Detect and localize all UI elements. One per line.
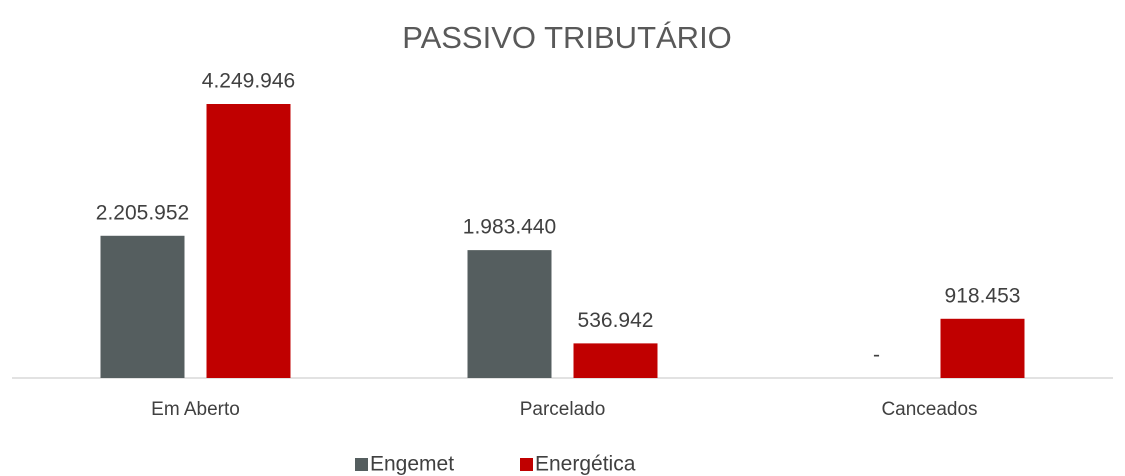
legend-label: Energética bbox=[535, 453, 636, 476]
value-label: 918.453 bbox=[945, 284, 1021, 307]
value-label: - bbox=[873, 344, 880, 367]
x-tick-label: Parcelado bbox=[520, 399, 606, 420]
x-tick-label: Em Aberto bbox=[151, 399, 240, 420]
value-label: 1.983.440 bbox=[463, 216, 556, 239]
bar bbox=[206, 104, 291, 378]
legend-label: Engemet bbox=[370, 453, 454, 476]
legend-swatch bbox=[355, 458, 368, 471]
value-label: 4.249.946 bbox=[202, 70, 295, 93]
value-label: 536.942 bbox=[578, 309, 654, 332]
chart-title: PASSIVO TRIBUTÁRIO bbox=[402, 20, 732, 55]
bar bbox=[467, 250, 552, 378]
legend-swatch bbox=[520, 458, 533, 471]
bar bbox=[940, 318, 1025, 378]
bar bbox=[100, 235, 185, 378]
value-label: 2.205.952 bbox=[96, 201, 189, 224]
x-tick-label: Canceados bbox=[881, 399, 977, 420]
bar bbox=[573, 343, 658, 378]
